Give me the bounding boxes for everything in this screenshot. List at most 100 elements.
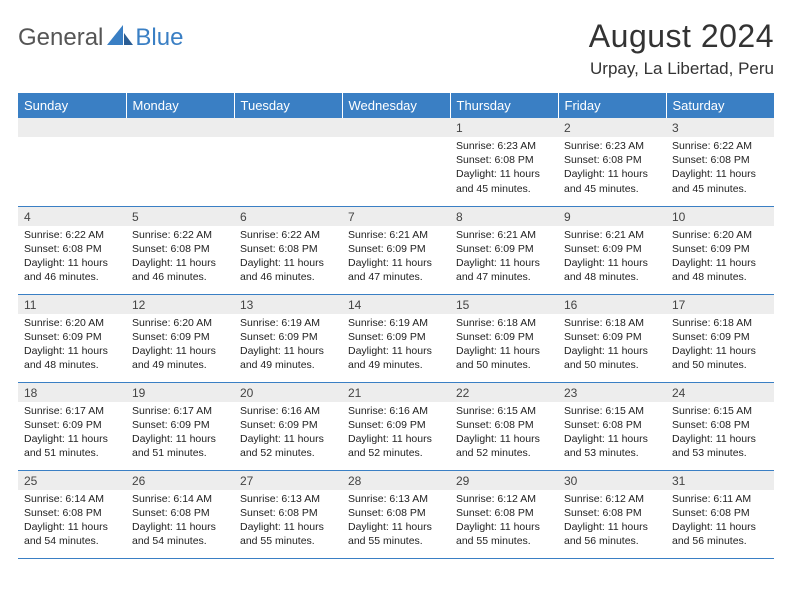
calendar-week-row: 25Sunrise: 6:14 AMSunset: 6:08 PMDayligh… <box>18 470 774 558</box>
day-details: Sunrise: 6:22 AMSunset: 6:08 PMDaylight:… <box>666 137 774 200</box>
day-number: 15 <box>450 295 558 314</box>
day-details: Sunrise: 6:15 AMSunset: 6:08 PMDaylight:… <box>558 402 666 465</box>
day-details: Sunrise: 6:13 AMSunset: 6:08 PMDaylight:… <box>234 490 342 553</box>
empty-details <box>342 137 450 206</box>
day-details: Sunrise: 6:13 AMSunset: 6:08 PMDaylight:… <box>342 490 450 553</box>
day-number-empty <box>126 118 234 137</box>
day-number: 17 <box>666 295 774 314</box>
day-details: Sunrise: 6:12 AMSunset: 6:08 PMDaylight:… <box>558 490 666 553</box>
calendar-table: Sunday Monday Tuesday Wednesday Thursday… <box>18 93 774 559</box>
day-number: 30 <box>558 471 666 490</box>
calendar-cell: 8Sunrise: 6:21 AMSunset: 6:09 PMDaylight… <box>450 206 558 294</box>
calendar-week-row: 18Sunrise: 6:17 AMSunset: 6:09 PMDayligh… <box>18 382 774 470</box>
calendar-cell: 13Sunrise: 6:19 AMSunset: 6:09 PMDayligh… <box>234 294 342 382</box>
logo-text-blue: Blue <box>135 24 183 52</box>
calendar-cell: 6Sunrise: 6:22 AMSunset: 6:08 PMDaylight… <box>234 206 342 294</box>
weekday-header: Wednesday <box>342 93 450 118</box>
day-number: 7 <box>342 207 450 226</box>
day-details: Sunrise: 6:18 AMSunset: 6:09 PMDaylight:… <box>666 314 774 377</box>
calendar-cell: 25Sunrise: 6:14 AMSunset: 6:08 PMDayligh… <box>18 470 126 558</box>
day-details: Sunrise: 6:22 AMSunset: 6:08 PMDaylight:… <box>126 226 234 289</box>
calendar-cell <box>234 118 342 206</box>
empty-details <box>126 137 234 206</box>
day-number: 24 <box>666 383 774 402</box>
day-details: Sunrise: 6:22 AMSunset: 6:08 PMDaylight:… <box>234 226 342 289</box>
day-number: 5 <box>126 207 234 226</box>
calendar-cell: 10Sunrise: 6:20 AMSunset: 6:09 PMDayligh… <box>666 206 774 294</box>
day-number: 20 <box>234 383 342 402</box>
day-number: 14 <box>342 295 450 314</box>
empty-details <box>18 137 126 206</box>
empty-details <box>234 137 342 206</box>
day-details: Sunrise: 6:21 AMSunset: 6:09 PMDaylight:… <box>558 226 666 289</box>
calendar-body: 1Sunrise: 6:23 AMSunset: 6:08 PMDaylight… <box>18 118 774 558</box>
day-details: Sunrise: 6:14 AMSunset: 6:08 PMDaylight:… <box>18 490 126 553</box>
logo: General Blue <box>18 18 183 52</box>
day-number: 19 <box>126 383 234 402</box>
weekday-header: Sunday <box>18 93 126 118</box>
calendar-cell: 16Sunrise: 6:18 AMSunset: 6:09 PMDayligh… <box>558 294 666 382</box>
calendar-cell: 2Sunrise: 6:23 AMSunset: 6:08 PMDaylight… <box>558 118 666 206</box>
calendar-cell: 18Sunrise: 6:17 AMSunset: 6:09 PMDayligh… <box>18 382 126 470</box>
day-details: Sunrise: 6:14 AMSunset: 6:08 PMDaylight:… <box>126 490 234 553</box>
day-number: 12 <box>126 295 234 314</box>
calendar-week-row: 4Sunrise: 6:22 AMSunset: 6:08 PMDaylight… <box>18 206 774 294</box>
calendar-cell: 5Sunrise: 6:22 AMSunset: 6:08 PMDaylight… <box>126 206 234 294</box>
day-number: 31 <box>666 471 774 490</box>
day-number: 10 <box>666 207 774 226</box>
calendar-cell: 7Sunrise: 6:21 AMSunset: 6:09 PMDaylight… <box>342 206 450 294</box>
day-details: Sunrise: 6:11 AMSunset: 6:08 PMDaylight:… <box>666 490 774 553</box>
weekday-header-row: Sunday Monday Tuesday Wednesday Thursday… <box>18 93 774 118</box>
day-details: Sunrise: 6:23 AMSunset: 6:08 PMDaylight:… <box>450 137 558 200</box>
day-number: 11 <box>18 295 126 314</box>
day-details: Sunrise: 6:17 AMSunset: 6:09 PMDaylight:… <box>126 402 234 465</box>
day-details: Sunrise: 6:21 AMSunset: 6:09 PMDaylight:… <box>342 226 450 289</box>
calendar-cell: 14Sunrise: 6:19 AMSunset: 6:09 PMDayligh… <box>342 294 450 382</box>
calendar-cell: 4Sunrise: 6:22 AMSunset: 6:08 PMDaylight… <box>18 206 126 294</box>
day-number: 9 <box>558 207 666 226</box>
day-number: 29 <box>450 471 558 490</box>
calendar-cell: 17Sunrise: 6:18 AMSunset: 6:09 PMDayligh… <box>666 294 774 382</box>
day-number: 28 <box>342 471 450 490</box>
day-number-empty <box>342 118 450 137</box>
day-details: Sunrise: 6:18 AMSunset: 6:09 PMDaylight:… <box>558 314 666 377</box>
day-details: Sunrise: 6:15 AMSunset: 6:08 PMDaylight:… <box>450 402 558 465</box>
day-details: Sunrise: 6:19 AMSunset: 6:09 PMDaylight:… <box>234 314 342 377</box>
day-details: Sunrise: 6:22 AMSunset: 6:08 PMDaylight:… <box>18 226 126 289</box>
day-details: Sunrise: 6:20 AMSunset: 6:09 PMDaylight:… <box>126 314 234 377</box>
day-details: Sunrise: 6:16 AMSunset: 6:09 PMDaylight:… <box>342 402 450 465</box>
day-number: 26 <box>126 471 234 490</box>
calendar-cell <box>126 118 234 206</box>
calendar-cell: 30Sunrise: 6:12 AMSunset: 6:08 PMDayligh… <box>558 470 666 558</box>
day-number: 6 <box>234 207 342 226</box>
day-number: 3 <box>666 118 774 137</box>
calendar-cell: 26Sunrise: 6:14 AMSunset: 6:08 PMDayligh… <box>126 470 234 558</box>
weekday-header: Thursday <box>450 93 558 118</box>
day-number-empty <box>18 118 126 137</box>
calendar-cell: 12Sunrise: 6:20 AMSunset: 6:09 PMDayligh… <box>126 294 234 382</box>
logo-text-general: General <box>18 24 103 52</box>
day-number: 1 <box>450 118 558 137</box>
weekday-header: Monday <box>126 93 234 118</box>
calendar-cell: 24Sunrise: 6:15 AMSunset: 6:08 PMDayligh… <box>666 382 774 470</box>
calendar-cell <box>342 118 450 206</box>
calendar-week-row: 11Sunrise: 6:20 AMSunset: 6:09 PMDayligh… <box>18 294 774 382</box>
calendar-cell: 20Sunrise: 6:16 AMSunset: 6:09 PMDayligh… <box>234 382 342 470</box>
calendar-cell: 3Sunrise: 6:22 AMSunset: 6:08 PMDaylight… <box>666 118 774 206</box>
day-number-empty <box>234 118 342 137</box>
calendar-cell: 28Sunrise: 6:13 AMSunset: 6:08 PMDayligh… <box>342 470 450 558</box>
calendar-cell <box>18 118 126 206</box>
day-details: Sunrise: 6:18 AMSunset: 6:09 PMDaylight:… <box>450 314 558 377</box>
calendar-cell: 27Sunrise: 6:13 AMSunset: 6:08 PMDayligh… <box>234 470 342 558</box>
calendar-cell: 21Sunrise: 6:16 AMSunset: 6:09 PMDayligh… <box>342 382 450 470</box>
calendar-week-row: 1Sunrise: 6:23 AMSunset: 6:08 PMDaylight… <box>18 118 774 206</box>
day-number: 21 <box>342 383 450 402</box>
day-number: 23 <box>558 383 666 402</box>
day-details: Sunrise: 6:17 AMSunset: 6:09 PMDaylight:… <box>18 402 126 465</box>
calendar-cell: 31Sunrise: 6:11 AMSunset: 6:08 PMDayligh… <box>666 470 774 558</box>
day-number: 16 <box>558 295 666 314</box>
calendar-cell: 19Sunrise: 6:17 AMSunset: 6:09 PMDayligh… <box>126 382 234 470</box>
day-number: 4 <box>18 207 126 226</box>
day-details: Sunrise: 6:12 AMSunset: 6:08 PMDaylight:… <box>450 490 558 553</box>
day-details: Sunrise: 6:15 AMSunset: 6:08 PMDaylight:… <box>666 402 774 465</box>
